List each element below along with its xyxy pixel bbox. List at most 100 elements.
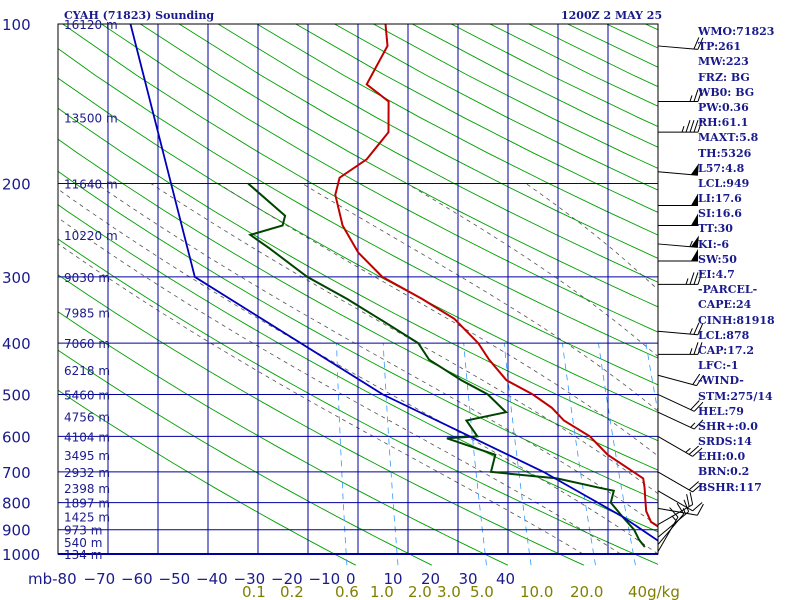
index-item: BSHR:117	[698, 480, 762, 494]
height-label: 1425 m	[64, 511, 110, 525]
index-item: -WIND-	[698, 374, 744, 388]
wind-barb	[657, 503, 704, 516]
wind-barb-half-feather	[685, 278, 689, 285]
temperature-profile	[334, 24, 658, 528]
mixing-ratio-line	[562, 343, 596, 566]
height-label: 6218 m	[64, 364, 110, 378]
temperature-tick-label: 30	[459, 570, 478, 588]
moist-adiabat	[150, 183, 658, 495]
dewpoint-profile	[247, 182, 646, 548]
temperature-tick-label: −50	[159, 570, 191, 588]
index-item: WMO:71823	[698, 25, 775, 38]
wind-barb-staff	[657, 394, 695, 412]
temperature-tick-label: 40	[496, 570, 515, 588]
wind-barb	[657, 435, 703, 457]
pressure-label: 1000	[2, 546, 40, 564]
index-item: PW:0.36	[698, 100, 749, 114]
wind-barb-feather	[689, 272, 695, 285]
wind-barb-half-feather	[682, 508, 687, 515]
dry-adiabat	[58, 47, 658, 386]
wind-barb-staff	[657, 374, 697, 387]
indices-list: WMO:71823 TP:261 MW:223 FRZ: BG WB0: BG PW:0.…	[698, 24, 775, 495]
index-item: L57:4.8	[698, 161, 745, 175]
mixing-ratio-label: 0.1	[242, 583, 266, 600]
height-label: 5460 m	[64, 388, 110, 402]
dry-adiabat	[178, 24, 658, 283]
index-item: MAXT:5.8	[698, 131, 759, 145]
index-item: SHR+:0.0	[698, 419, 758, 433]
temperature-tick-label: mb-80	[28, 570, 77, 588]
height-label: 16120 m	[64, 18, 118, 32]
dry-adiabat	[58, 204, 658, 533]
wind-barb	[657, 373, 705, 387]
wind-barb-half-feather	[689, 328, 693, 335]
height-label: 2932 m	[64, 466, 110, 480]
pressure-label: 700	[2, 464, 31, 482]
mixing-ratio-line	[503, 343, 532, 566]
index-item: WB0: BG	[698, 85, 755, 99]
mixing-ratio-label: 3.0	[437, 583, 461, 600]
moist-adiabat	[406, 183, 658, 358]
temperature-tick-label: −60	[121, 570, 153, 588]
wind-barb-feather	[692, 447, 703, 457]
wind-barb-pennant	[691, 193, 698, 206]
temperature-tick-label: −20	[271, 570, 303, 588]
height-label: 134 m	[64, 548, 102, 562]
wind-barb-feather	[688, 481, 699, 491]
wind-barb-feather	[697, 322, 704, 335]
index-item: CAPE:24	[698, 298, 752, 312]
index-item: TH:5326	[698, 146, 752, 160]
index-item: MW:223	[698, 55, 749, 69]
mixing-ratio-label: 5.0	[470, 583, 494, 600]
wind-barb	[657, 471, 703, 493]
wind-barb	[657, 394, 704, 412]
mixing-ratio-line	[336, 343, 348, 566]
wind-barb-feather	[693, 120, 699, 133]
wind-barb	[657, 37, 704, 50]
height-label: 540 m	[64, 536, 102, 550]
mixing-ratio-label: 20.0	[570, 583, 603, 600]
wind-barb-feather	[693, 272, 699, 285]
wind-barb-pennant	[691, 248, 698, 261]
pressure-label: 400	[2, 335, 31, 353]
wind-barb	[657, 163, 699, 176]
temperature-tick-label: 0	[346, 570, 356, 588]
height-label: 13500 m	[64, 111, 118, 125]
height-label: 9030 m	[64, 271, 110, 285]
temperature-tick-label: −10	[309, 570, 341, 588]
wind-barb-staff	[657, 507, 698, 516]
wind-barb-half-feather	[689, 240, 693, 247]
chart-title: CYAH (71823) Sounding	[64, 9, 215, 22]
wind-barb-feather	[692, 502, 703, 512]
wind-barb-staff	[657, 516, 679, 552]
height-label: 3495 m	[64, 449, 110, 463]
wind-barb-half-feather	[671, 515, 677, 521]
wind-barb-feather	[683, 499, 690, 512]
dry-adiabat	[140, 24, 658, 308]
temperature-tick-label: −70	[84, 570, 116, 588]
mixing-ratio-line	[598, 343, 636, 566]
wind-barb-feather	[693, 342, 699, 355]
wind-barb-feather	[693, 401, 704, 412]
dry-adiabat	[58, 389, 357, 566]
wind-barb	[658, 342, 703, 355]
wind-barb-feather	[697, 89, 703, 102]
dry-adiabat	[101, 24, 658, 333]
index-item: EHI:0.0	[698, 450, 746, 464]
mixing-ratio-label: 2.0	[408, 583, 432, 600]
wind-barb-feather	[693, 322, 700, 335]
wind-barb	[658, 248, 698, 262]
index-item: RH:61.1	[698, 116, 749, 130]
height-label: 4104 m	[64, 430, 110, 444]
dry-adiabat	[58, 238, 658, 565]
temperature-tick-label: 10	[384, 570, 403, 588]
mixing-ratio-label: 0.2	[280, 583, 304, 600]
index-item: FRZ: BG	[698, 70, 750, 84]
height-label: 7060 m	[64, 337, 110, 351]
mixing-ratio-label: 40g/kg	[628, 583, 680, 600]
index-item: STM:275/14	[698, 389, 773, 403]
wind-barb-feather	[689, 120, 695, 133]
wind-barb-pennant	[690, 163, 699, 176]
wind-barb-staff	[657, 411, 695, 430]
